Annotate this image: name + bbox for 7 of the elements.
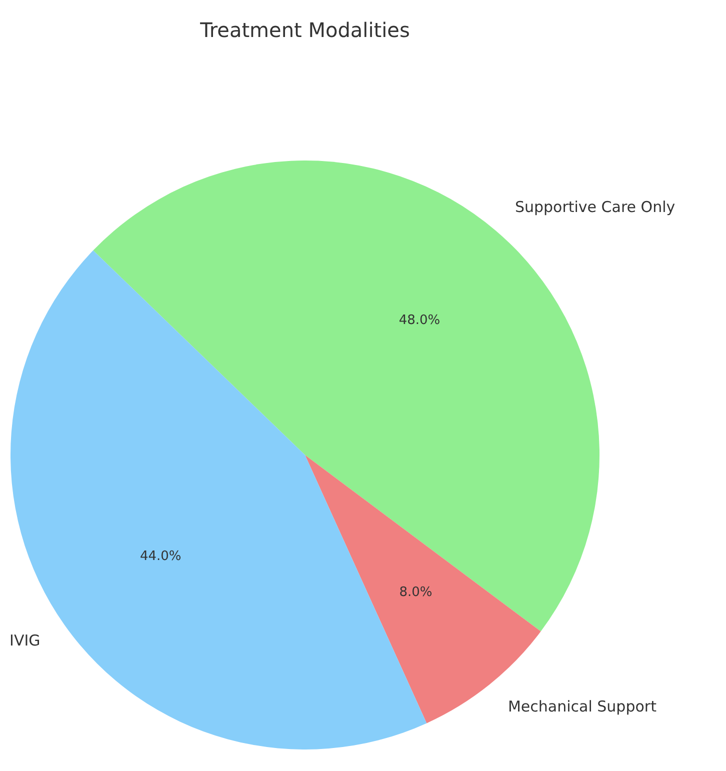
data-label: 8.0% [399, 585, 432, 600]
chart-title: Treatment Modalities [199, 18, 410, 42]
slice-label: Supportive Care Only [514, 198, 676, 216]
slice-label: IVIG [10, 632, 40, 650]
data-label: 44.0% [140, 549, 182, 564]
slice-label: Mechanical Support [508, 697, 657, 716]
data-label: 48.0% [398, 312, 440, 328]
